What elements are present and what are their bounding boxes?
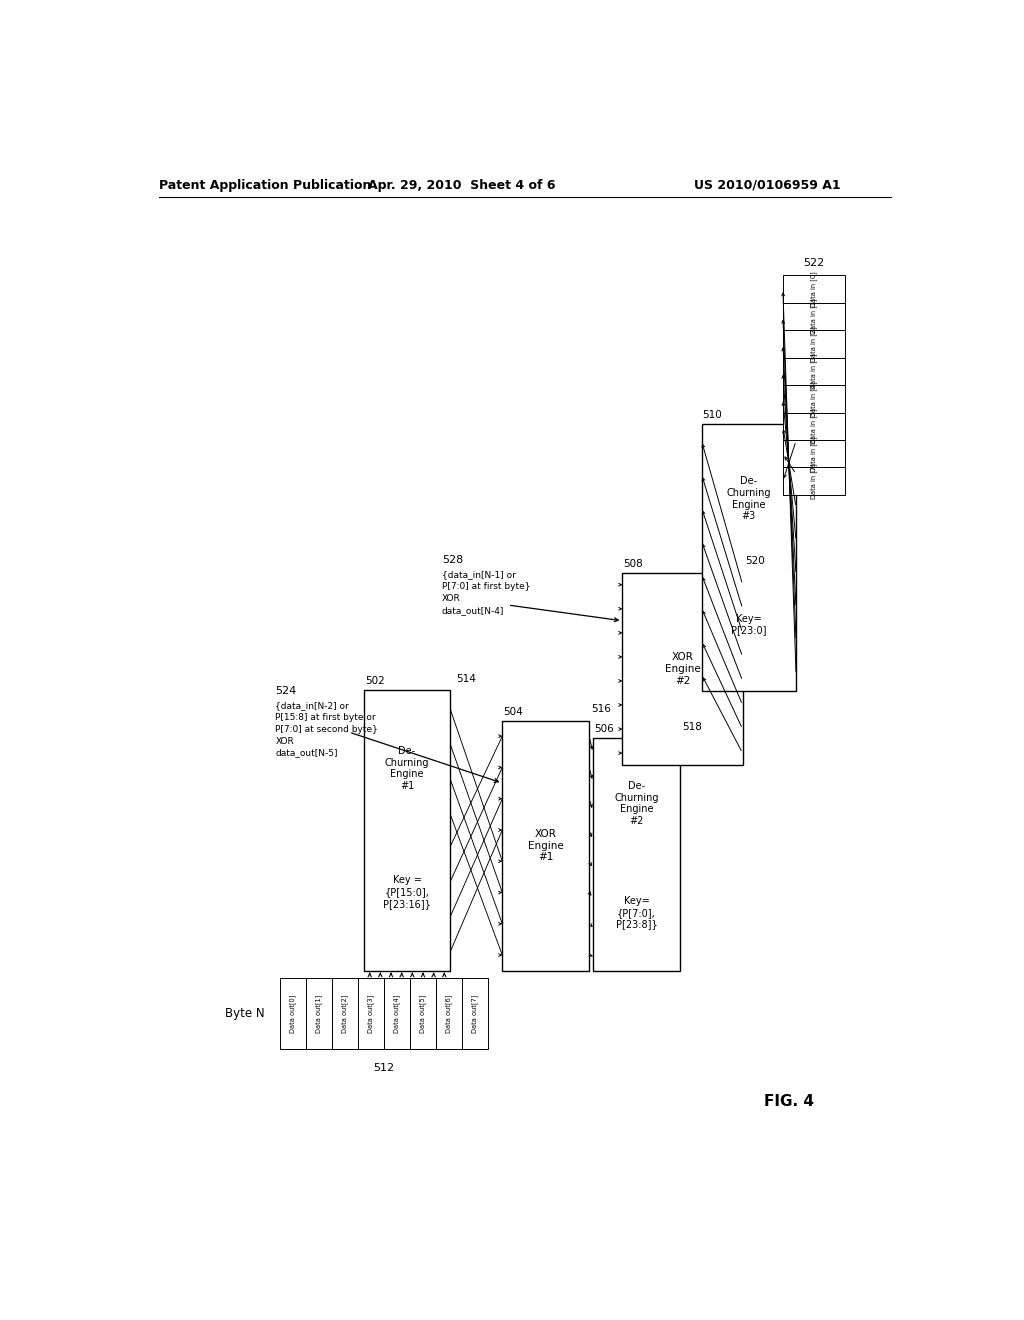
- Bar: [410, 978, 435, 1049]
- Bar: [701, 424, 796, 692]
- Text: Data out[7]: Data out[7]: [471, 995, 478, 1034]
- Bar: [306, 978, 332, 1049]
- Text: 516: 516: [592, 705, 611, 714]
- Text: US 2010/0106959 A1: US 2010/0106959 A1: [693, 178, 841, 191]
- Text: XOR
Engine
#1: XOR Engine #1: [527, 829, 563, 862]
- Text: FIG. 4: FIG. 4: [764, 1094, 813, 1109]
- Bar: [365, 689, 450, 970]
- Text: 520: 520: [744, 557, 765, 566]
- Bar: [783, 276, 845, 302]
- Text: {data_in[N-2] or
P[15:8] at first byte or
P[7:0] at second byte}
XOR
data_out[N-: {data_in[N-2] or P[15:8] at first byte o…: [275, 701, 378, 758]
- Bar: [783, 330, 845, 358]
- Text: De-
Churning
Engine
#2: De- Churning Engine #2: [614, 781, 658, 826]
- Text: Data out[3]: Data out[3]: [368, 995, 374, 1034]
- Text: De-
Churning
Engine
#1: De- Churning Engine #1: [385, 746, 429, 791]
- Bar: [783, 467, 845, 495]
- Bar: [623, 573, 742, 766]
- Text: 506: 506: [594, 725, 613, 734]
- Text: Patent Application Publication: Patent Application Publication: [159, 178, 372, 191]
- Text: Data in [0]: Data in [0]: [811, 272, 817, 308]
- Text: Key=
P[23:0]: Key= P[23:0]: [731, 614, 767, 635]
- Text: Data in [5]: Data in [5]: [811, 408, 817, 445]
- Bar: [384, 978, 410, 1049]
- Text: Data out[2]: Data out[2]: [341, 995, 348, 1034]
- Text: De-
Churning
Engine
#3: De- Churning Engine #3: [726, 477, 771, 521]
- Text: 512: 512: [373, 1063, 394, 1073]
- Text: Data in [1]: Data in [1]: [811, 298, 817, 334]
- Bar: [503, 721, 589, 970]
- Bar: [357, 978, 384, 1049]
- Text: Key =
{P[15:0],
P[23:16]}: Key = {P[15:0], P[23:16]}: [383, 875, 431, 908]
- Bar: [332, 978, 357, 1049]
- Text: 522: 522: [803, 257, 824, 268]
- Text: 524: 524: [275, 686, 297, 696]
- Text: 518: 518: [682, 722, 702, 733]
- Text: Apr. 29, 2010  Sheet 4 of 6: Apr. 29, 2010 Sheet 4 of 6: [368, 178, 555, 191]
- Bar: [783, 440, 845, 467]
- Text: {data_in[N-1] or
P[7:0] at first byte}
XOR
data_out[N-4]: {data_in[N-1] or P[7:0] at first byte} X…: [442, 570, 530, 615]
- Text: XOR
Engine
#2: XOR Engine #2: [665, 652, 700, 685]
- Bar: [462, 978, 487, 1049]
- Text: Data out[5]: Data out[5]: [419, 995, 426, 1034]
- Bar: [783, 413, 845, 440]
- Bar: [280, 978, 306, 1049]
- Text: 514: 514: [456, 673, 476, 684]
- Text: Data in [4]: Data in [4]: [811, 381, 817, 417]
- Text: Byte N: Byte N: [225, 1007, 265, 1020]
- Text: 504: 504: [503, 706, 523, 717]
- Text: Data in [7]: Data in [7]: [811, 463, 817, 499]
- Text: Data out[0]: Data out[0]: [290, 995, 296, 1034]
- Text: Data out[4]: Data out[4]: [393, 995, 400, 1034]
- Text: Key=
{P[7:0],
P[23:8]}: Key= {P[7:0], P[23:8]}: [615, 896, 657, 929]
- Text: 508: 508: [624, 558, 643, 569]
- Text: 528: 528: [442, 554, 463, 565]
- Bar: [783, 385, 845, 413]
- Text: Data in [6]: Data in [6]: [811, 436, 817, 471]
- Bar: [593, 738, 680, 970]
- Bar: [783, 358, 845, 385]
- Text: 502: 502: [366, 676, 385, 686]
- Text: 510: 510: [702, 411, 722, 420]
- Bar: [435, 978, 462, 1049]
- Text: Data in [3]: Data in [3]: [811, 354, 817, 389]
- Text: Data out[1]: Data out[1]: [315, 995, 323, 1034]
- Text: Data in [2]: Data in [2]: [811, 326, 817, 362]
- Bar: [783, 302, 845, 330]
- Text: Data out[6]: Data out[6]: [445, 995, 452, 1034]
